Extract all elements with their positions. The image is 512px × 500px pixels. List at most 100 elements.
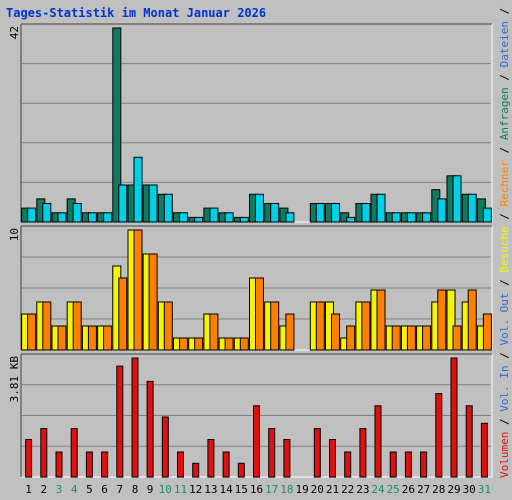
bar-volumen-day-13	[207, 439, 215, 478]
bar-dateien-day-18	[285, 212, 295, 223]
bar-dateien-day-1	[27, 207, 37, 223]
bar-volumen-day-27	[420, 451, 428, 478]
day-label-10: 10	[159, 483, 172, 496]
legend-separator: /	[498, 412, 511, 432]
bar-dateien-day-17	[270, 203, 280, 223]
bar-volumen-day-14	[222, 451, 230, 478]
panel-visits-hosts: 10	[8, 225, 493, 351]
bar-volumen-day-28	[435, 393, 443, 478]
day-label-28: 28	[432, 483, 445, 496]
day-label-18: 18	[280, 483, 293, 496]
bar-rechner-day-9	[148, 253, 158, 351]
bar-rechner-day-11	[179, 337, 188, 351]
bar-dateien-day-7	[118, 184, 128, 223]
vertical-legend: Volumen / Vol. In / Vol. Out / Besuche /…	[498, 0, 511, 478]
legend-item-seiten: Seiten	[498, 0, 511, 1]
panel-requests-files: 42	[8, 23, 493, 223]
day-label-12: 12	[189, 483, 202, 496]
bar-dateien-day-3	[57, 212, 67, 223]
bar-anfragen-day-7	[112, 27, 122, 223]
bar-volumen-day-6	[101, 451, 109, 478]
bar-rechner-day-24	[376, 289, 386, 351]
legend-item-besuche: Besuche	[498, 226, 511, 272]
bar-volumen-day-3	[55, 451, 63, 478]
day-label-19: 19	[295, 483, 308, 496]
bar-rechner-day-22	[346, 325, 356, 351]
bar-volumen-day-23	[359, 428, 367, 478]
bar-volumen-day-24	[374, 405, 382, 478]
bar-dateien-day-4	[72, 203, 82, 223]
day-label-9: 9	[147, 483, 154, 496]
bar-dateien-day-28	[437, 198, 447, 223]
bar-volumen-day-1	[25, 439, 33, 478]
bar-rechner-day-1	[27, 313, 37, 351]
bar-rechner-day-5	[87, 325, 97, 351]
bar-rechner-day-10	[163, 301, 173, 351]
bar-besuche-day-29	[446, 289, 456, 351]
legend-separator: /	[498, 206, 511, 226]
bar-rechner-day-16	[255, 277, 264, 351]
bar-dateien-day-6	[103, 212, 113, 223]
bar-dateien-day-9	[148, 184, 158, 223]
bar-dateien-day-20	[315, 203, 325, 223]
bar-rechner-day-27	[422, 325, 432, 351]
bar-volumen-day-31	[480, 422, 488, 478]
day-label-7: 7	[116, 483, 123, 496]
day-label-13: 13	[204, 483, 217, 496]
panel-volume: 3.81 KB	[8, 353, 493, 478]
x-axis-day-labels: 1 2 3 4 5 6 7 8 9 10 11 12 13 14 15 16 17 18 19 20 21 22 23 24 2…	[25, 483, 491, 496]
legend-item-dateien: Dateien	[498, 21, 511, 67]
bar-dateien-day-14	[224, 212, 234, 223]
bar-rechner-day-18	[285, 313, 295, 351]
bar-rechner-day-30	[467, 289, 477, 351]
day-label-11: 11	[174, 483, 187, 496]
day-label-5: 5	[86, 483, 93, 496]
bar-volumen-day-16	[253, 405, 260, 478]
bar-volumen-day-20	[313, 428, 321, 478]
y-max-label: 10	[8, 228, 21, 241]
day-label-6: 6	[101, 483, 108, 496]
day-label-21: 21	[326, 483, 339, 496]
day-label-14: 14	[219, 483, 233, 496]
bar-dateien-day-22	[346, 216, 356, 223]
bar-rechner-day-3	[57, 325, 67, 351]
bar-rechner-day-8	[133, 229, 143, 351]
bar-volumen-day-26	[404, 451, 412, 478]
bar-volumen-day-15	[237, 462, 245, 478]
bar-volumen-day-2	[40, 428, 48, 478]
bar-volumen-day-9	[146, 380, 154, 478]
bar-rechner-day-31	[482, 313, 492, 351]
bar-rechner-day-28	[437, 289, 447, 351]
plot-frame	[20, 23, 493, 223]
bar-rechner-day-26	[406, 325, 416, 351]
day-label-2: 2	[40, 483, 47, 496]
bar-dateien-day-11	[179, 212, 188, 223]
legend-separator: /	[498, 67, 511, 87]
bar-rechner-day-23	[361, 301, 371, 351]
day-label-26: 26	[402, 483, 415, 496]
day-label-25: 25	[387, 483, 400, 496]
bar-dateien-day-29	[452, 175, 462, 223]
bar-dateien-day-26	[406, 212, 416, 223]
day-label-8: 8	[132, 483, 139, 496]
legend-item-anfragen: Anfragen	[498, 87, 511, 140]
day-label-31: 31	[478, 483, 491, 496]
legend-separator: /	[498, 273, 511, 293]
bar-rechner-day-12	[194, 337, 204, 351]
legend-separator: /	[498, 140, 511, 160]
day-label-15: 15	[235, 483, 248, 496]
bar-dateien-day-8	[133, 156, 143, 223]
day-label-1: 1	[25, 483, 32, 496]
bar-rechner-day-7	[118, 277, 128, 351]
day-label-20: 20	[311, 483, 324, 496]
bar-dateien-day-27	[422, 212, 432, 223]
bar-volumen-day-30	[465, 405, 473, 478]
bar-volumen-day-25	[389, 451, 397, 478]
bar-dateien-day-5	[87, 212, 97, 223]
day-label-24: 24	[371, 483, 385, 496]
legend-item-vol-out: Vol. Out	[498, 293, 511, 346]
y-max-label: 3.81 KB	[8, 356, 21, 403]
bar-volumen-day-21	[329, 439, 336, 478]
day-label-4: 4	[71, 483, 78, 496]
bar-rechner-day-15	[239, 337, 249, 351]
